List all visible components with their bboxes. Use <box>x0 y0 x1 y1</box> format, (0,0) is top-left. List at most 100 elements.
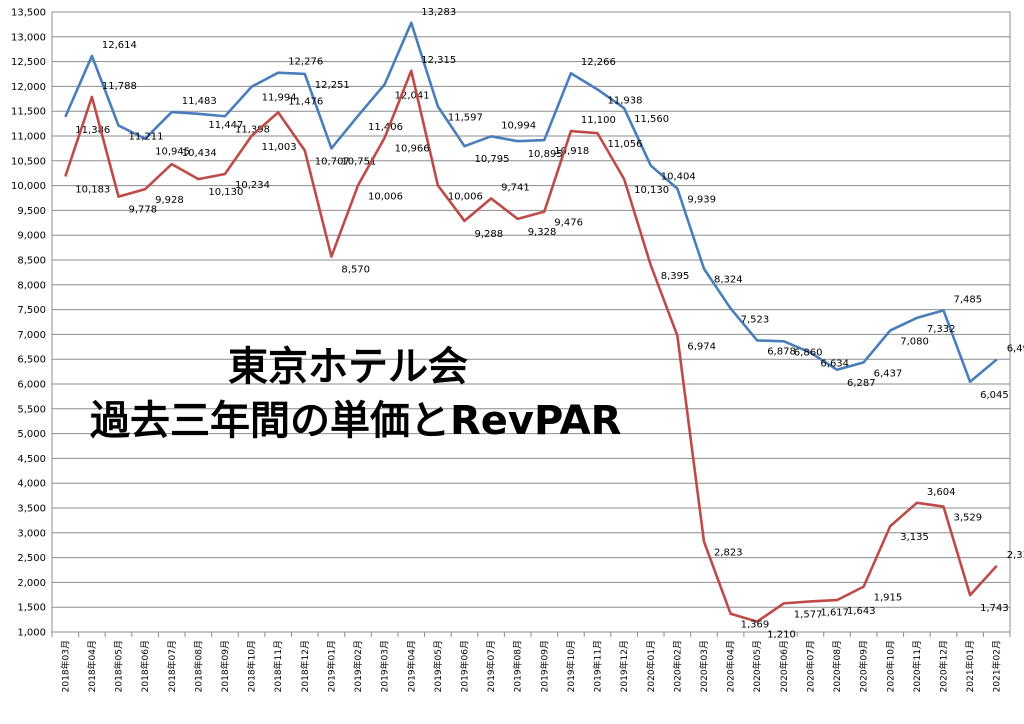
data-label: 10,434 <box>182 148 217 159</box>
y-tick-label: 11,000 <box>11 132 46 143</box>
data-label: 11,560 <box>634 114 669 125</box>
y-tick-label: 1,000 <box>17 628 46 639</box>
x-tick-label: 2019年12月 <box>618 640 630 692</box>
y-tick-label: 9,500 <box>17 206 46 217</box>
data-label: 9,939 <box>687 195 716 206</box>
data-label: 9,288 <box>474 229 503 240</box>
data-label: 11,003 <box>262 142 297 153</box>
data-label: 11,476 <box>288 96 323 107</box>
y-tick-label: 7,000 <box>17 330 46 341</box>
x-tick-label: 2018年05月 <box>113 640 125 692</box>
data-label: 1,643 <box>847 606 876 617</box>
y-tick-label: 8,000 <box>17 280 46 291</box>
data-label: 11,056 <box>608 139 643 150</box>
y-tick-label: 4,000 <box>17 479 46 490</box>
data-label: 10,895 <box>528 149 563 160</box>
data-label: 12,266 <box>581 57 616 68</box>
y-tick-label: 10,000 <box>11 181 46 192</box>
data-label: 7,523 <box>741 314 770 325</box>
data-label: 10,130 <box>634 185 669 196</box>
data-label: 12,041 <box>395 90 430 101</box>
chart-title: 東京ホテル会 <box>228 344 468 390</box>
data-label: 12,276 <box>288 57 323 68</box>
data-label: 10,183 <box>75 185 110 196</box>
y-tick-label: 7,500 <box>17 305 46 316</box>
data-label: 11,483 <box>182 96 217 107</box>
y-tick-label: 12,500 <box>11 57 46 68</box>
data-label: 12,614 <box>102 40 137 51</box>
x-tick-label: 2020年05月 <box>751 640 763 692</box>
data-label: 11,406 <box>368 122 403 133</box>
data-label: 1,577 <box>794 609 823 620</box>
y-tick-label: 13,500 <box>11 8 46 19</box>
data-label: 10,966 <box>395 144 430 155</box>
y-tick-label: 11,500 <box>11 107 46 118</box>
data-label: 8,570 <box>341 265 370 276</box>
x-tick-label: 2019年01月 <box>325 640 337 692</box>
data-label: 9,778 <box>129 205 158 216</box>
x-tick-label: 2021年01月 <box>964 640 976 692</box>
data-label: 1,369 <box>741 620 770 631</box>
data-label: 10,795 <box>474 154 509 165</box>
y-tick-label: 4,500 <box>17 454 46 465</box>
y-tick-label: 5,000 <box>17 429 46 440</box>
data-label: 6,634 <box>820 359 849 370</box>
x-tick-label: 2020年10月 <box>884 640 896 692</box>
data-label: 10,918 <box>554 146 589 157</box>
x-tick-label: 2020年12月 <box>937 640 949 692</box>
x-tick-label: 2021年02月 <box>991 640 1003 692</box>
x-tick-label: 2019年04月 <box>405 640 417 692</box>
y-tick-label: 6,500 <box>17 355 46 366</box>
data-label: 11,994 <box>262 93 297 104</box>
data-label: 6,495 <box>1007 343 1024 354</box>
x-tick-label: 2018年11月 <box>272 640 284 692</box>
x-tick-label: 2018年07月 <box>166 640 178 692</box>
data-label: 7,332 <box>927 324 956 335</box>
data-label: 9,928 <box>155 195 184 206</box>
data-label: 11,597 <box>448 112 483 123</box>
data-label: 2,823 <box>714 548 743 559</box>
y-tick-label: 1,500 <box>17 603 46 614</box>
x-tick-label: 2018年06月 <box>139 640 151 692</box>
data-label: 9,328 <box>528 227 557 238</box>
data-label: 10,945 <box>155 147 190 158</box>
data-label: 1,210 <box>767 630 796 641</box>
data-label: 10,130 <box>208 187 243 198</box>
data-label: 6,878 <box>767 346 796 357</box>
data-label: 11,398 <box>235 124 270 135</box>
x-tick-label: 2020年11月 <box>911 640 923 692</box>
data-label: 11,788 <box>102 81 137 92</box>
data-label: 10,234 <box>235 180 270 191</box>
data-label: 10,006 <box>448 191 483 202</box>
data-label: 11,100 <box>581 115 616 126</box>
data-label: 6,045 <box>980 390 1009 401</box>
y-tick-label: 2,000 <box>17 578 46 589</box>
x-tick-label: 2018年08月 <box>192 640 204 692</box>
x-tick-label: 2019年07月 <box>485 640 497 692</box>
data-label: 3,604 <box>927 487 956 498</box>
x-tick-label: 2020年01月 <box>645 640 657 692</box>
x-tick-label: 2019年10月 <box>565 640 577 692</box>
y-tick-label: 8,500 <box>17 256 46 267</box>
series-line-2 <box>64 69 998 623</box>
data-label: 10,006 <box>368 191 403 202</box>
y-tick-label: 2,500 <box>17 553 46 564</box>
x-tick-label: 2020年07月 <box>804 640 816 692</box>
x-tick-label: 2019年08月 <box>512 640 524 692</box>
series-line-1 <box>64 21 998 384</box>
data-label: 12,315 <box>421 55 456 66</box>
data-label: 12,251 <box>315 80 350 91</box>
data-label: 6,860 <box>794 347 823 358</box>
y-tick-label: 5,500 <box>17 404 46 415</box>
data-label: 1,915 <box>874 593 903 604</box>
data-label: 1,617 <box>820 607 849 618</box>
x-tick-label: 2019年03月 <box>379 640 391 692</box>
x-tick-label: 2018年10月 <box>246 640 258 692</box>
x-tick-label: 2020年08月 <box>831 640 843 692</box>
y-tick-label: 9,000 <box>17 231 46 242</box>
y-tick-label: 12,000 <box>11 82 46 93</box>
data-label: 8,395 <box>661 271 690 282</box>
data-label: 6,437 <box>874 368 903 379</box>
x-tick-label: 2019年06月 <box>458 640 470 692</box>
